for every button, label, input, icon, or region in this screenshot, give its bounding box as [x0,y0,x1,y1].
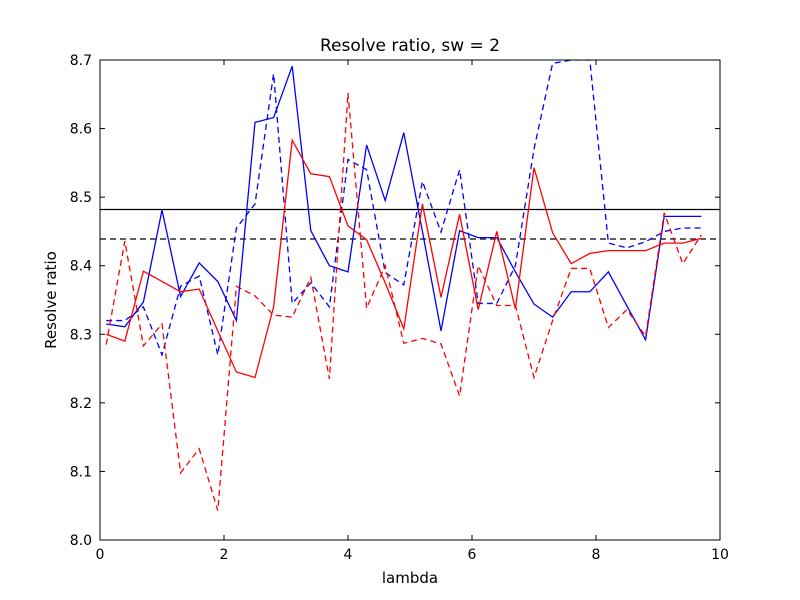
x-tick-label: 2 [220,547,229,563]
plot-frame [99,59,721,541]
series-line-2 [106,60,702,357]
x-tick-label: 4 [344,547,353,563]
series-line-4 [105,92,702,511]
x-axis-label: lambda [382,569,438,587]
chart-title: Resolve ratio, sw = 2 [320,36,500,56]
y-tick-label: 8.5 [70,190,92,206]
x-tick-label: 8 [592,547,601,563]
y-tick-label: 8.7 [70,53,92,69]
x-tick-label: 0 [96,547,105,563]
y-tick-label: 8.3 [70,327,92,343]
y-axis-label: Resolve ratio [42,251,60,349]
y-tick-label: 8.4 [70,259,92,275]
series-group [100,60,720,511]
series-line-1 [106,65,702,342]
y-tick-label: 8.0 [70,533,92,549]
y-tick-label: 8.1 [70,464,92,480]
x-tick-label: 6 [468,547,477,563]
y-tick-label: 8.2 [70,396,92,412]
series-line-3 [105,138,702,379]
x-tick-label: 10 [711,547,729,563]
axis-ticks: 0 2 4 6 8 10 8.0 8.1 8.2 8.3 8.4 8.5 8.6 8.7 [70,53,729,563]
y-tick-label: 8.6 [70,122,92,138]
plot-lines [100,60,720,511]
